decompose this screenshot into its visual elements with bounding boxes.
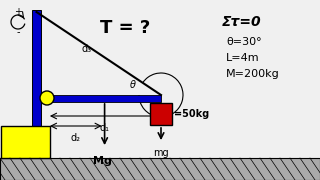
Text: +: +: [14, 7, 22, 17]
Text: θ=30°: θ=30°: [226, 37, 262, 47]
Text: L=4m: L=4m: [226, 53, 260, 63]
Text: d₁: d₁: [99, 123, 109, 133]
Text: d₃: d₃: [82, 44, 92, 53]
Bar: [1, 126, 50, 158]
Text: d₂: d₂: [71, 133, 81, 143]
Text: M=200kg: M=200kg: [226, 69, 280, 79]
Text: mg: mg: [153, 148, 169, 158]
Text: =50kg: =50kg: [174, 109, 209, 119]
Bar: [0, 158, 320, 180]
Text: m: m: [155, 107, 167, 120]
Text: θ: θ: [130, 80, 136, 90]
Text: Στ=0: Στ=0: [222, 15, 262, 29]
Bar: [150, 103, 172, 125]
Text: Mg: Mg: [93, 156, 112, 166]
Bar: [41, 95, 161, 102]
Circle shape: [40, 91, 54, 105]
Text: -: -: [16, 27, 20, 37]
Bar: [32, 10, 41, 158]
Text: T = ?: T = ?: [100, 19, 150, 37]
